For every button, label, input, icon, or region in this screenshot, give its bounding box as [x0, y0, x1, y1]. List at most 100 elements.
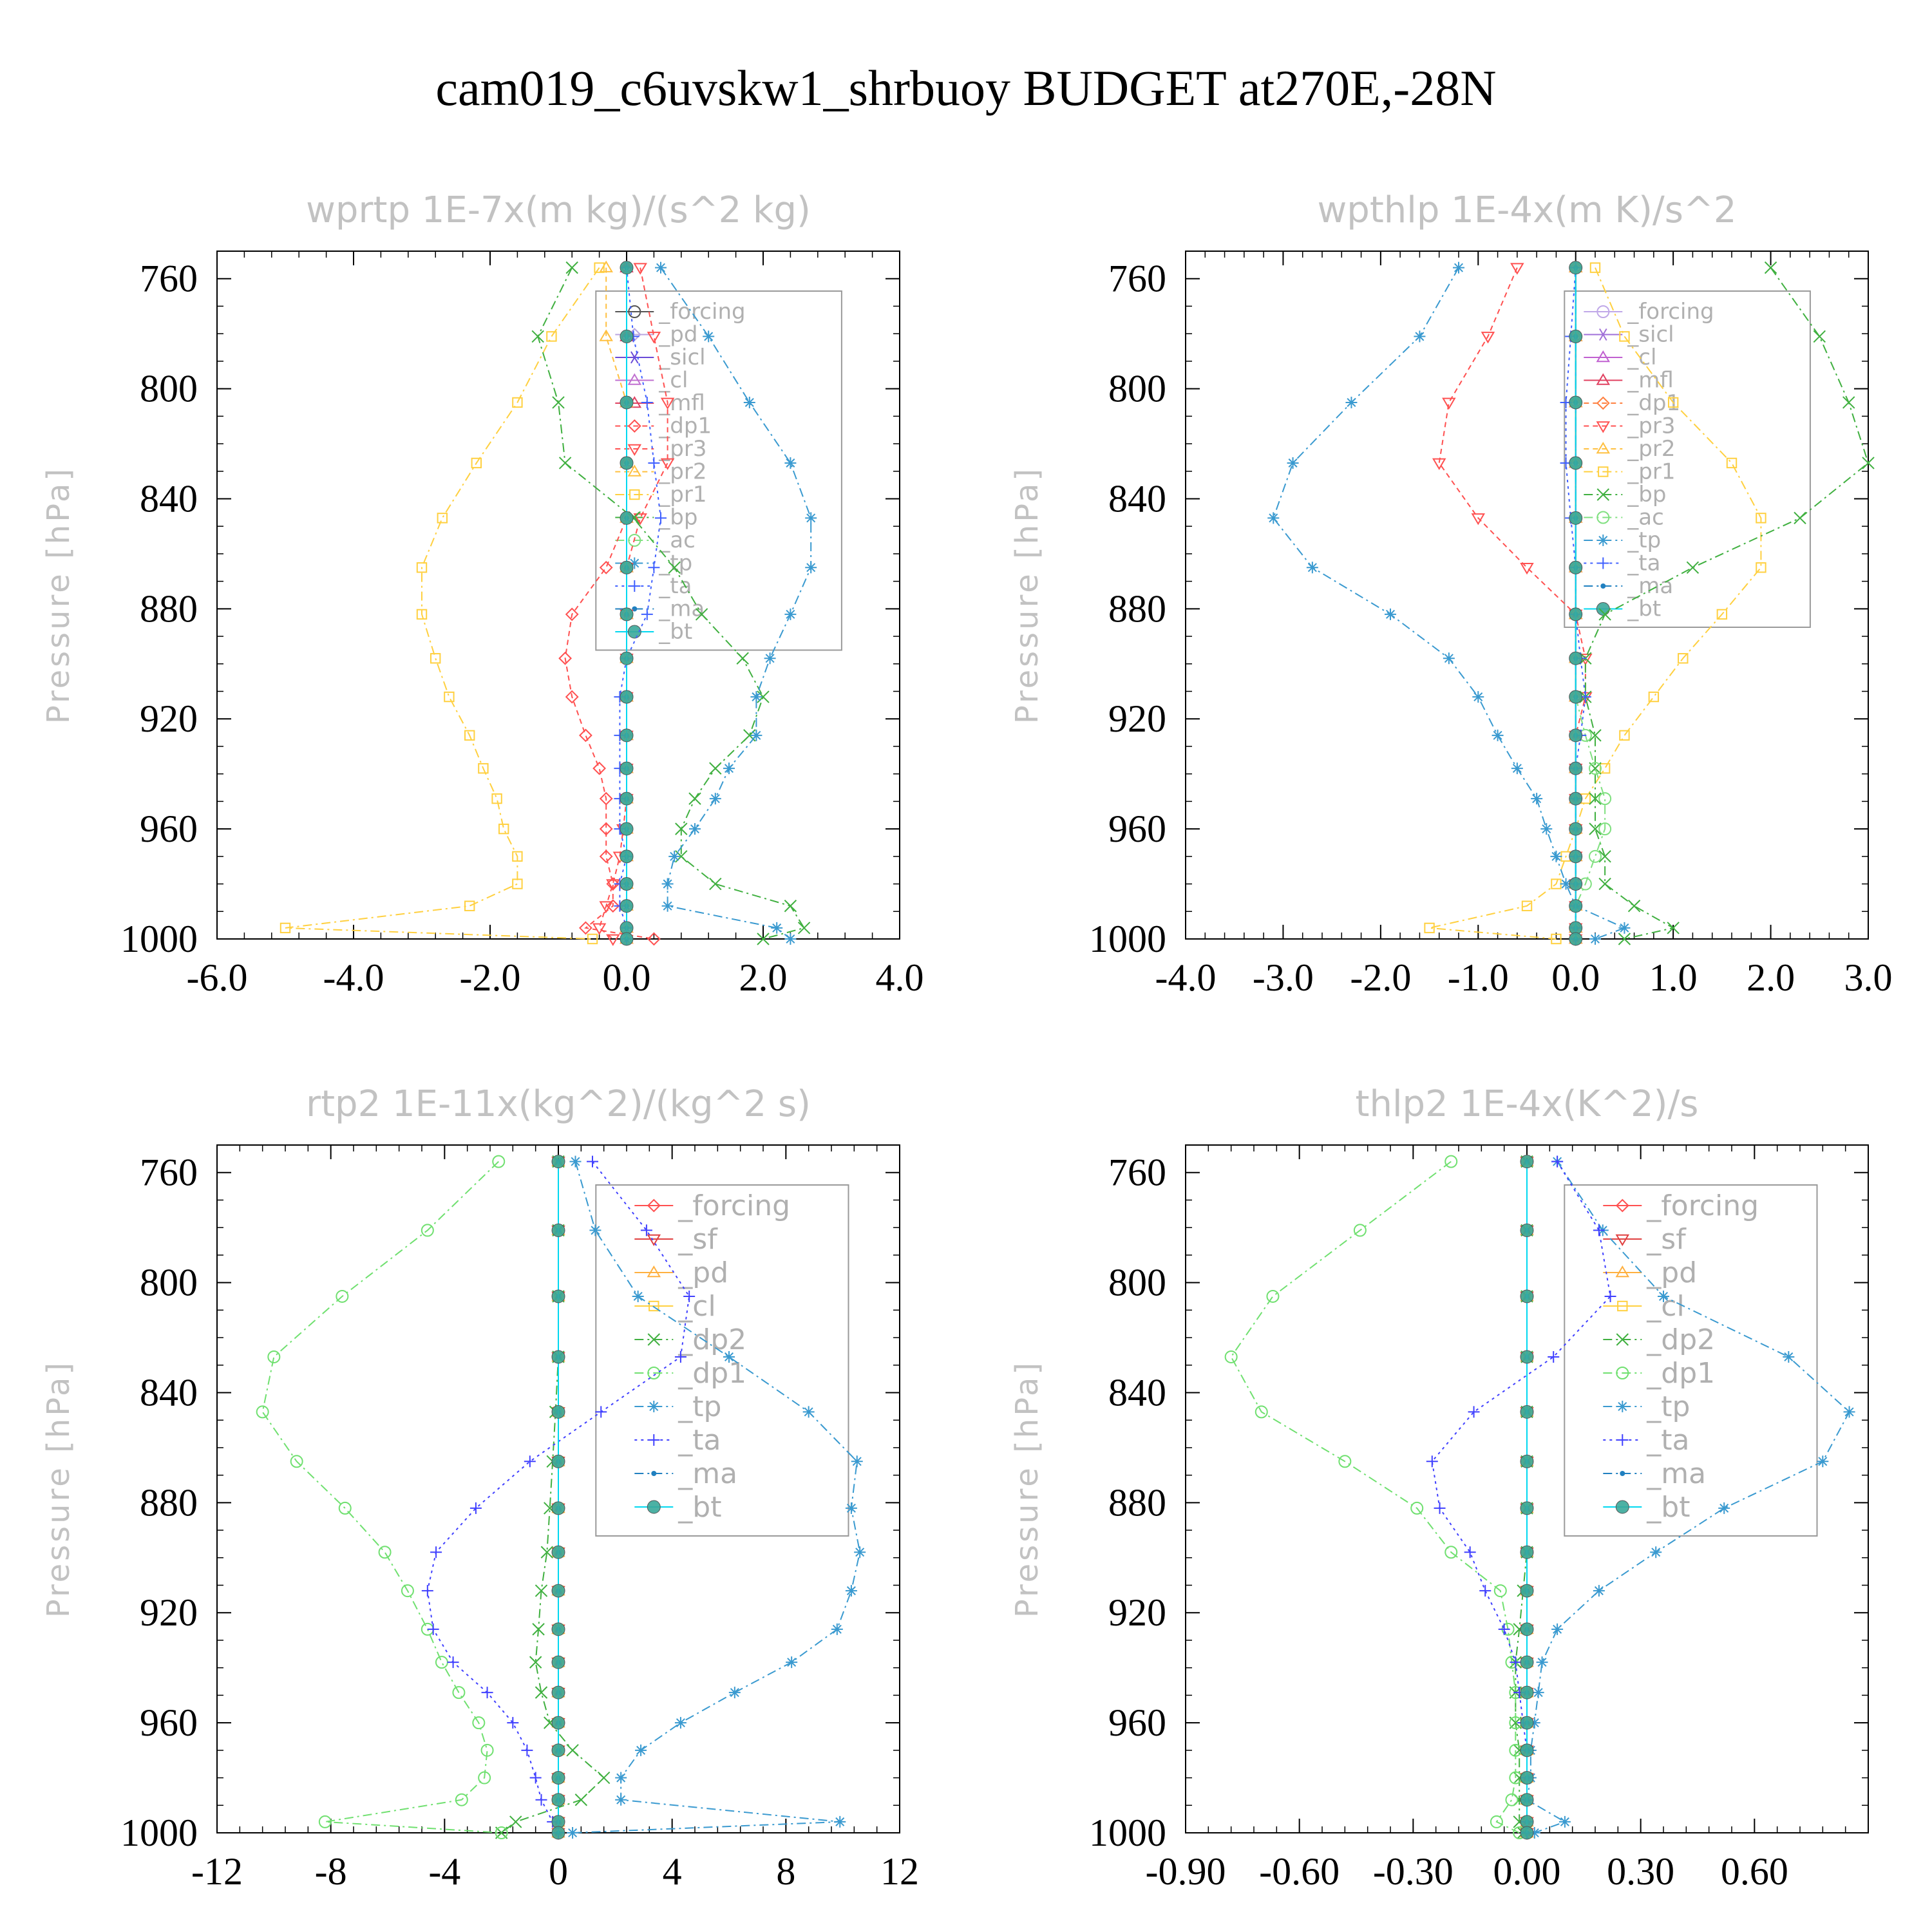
data-point [1619, 730, 1630, 741]
legend-label: _cl [677, 1290, 715, 1323]
y-tick-label: 1000 [1089, 1812, 1166, 1854]
data-point [1520, 1655, 1534, 1669]
y-tick-label: 800 [140, 368, 198, 410]
x-tick-label: -0.60 [1259, 1850, 1340, 1893]
series-line [501, 1161, 605, 1833]
data-point [723, 762, 735, 775]
x-tick-label: -3.0 [1253, 956, 1314, 999]
legend-marker [1616, 1401, 1629, 1412]
series-line [1584, 267, 1870, 940]
data-point [532, 1623, 545, 1636]
data-point [1520, 1501, 1534, 1515]
series-bt [1520, 1155, 1534, 1840]
data-point [1520, 1622, 1534, 1636]
data-point [606, 899, 620, 913]
legend-label: _dp1 [1646, 1357, 1715, 1390]
data-point [290, 1455, 303, 1468]
y-tick-label: 880 [1108, 1481, 1166, 1524]
data-point [574, 1794, 588, 1806]
data-point [551, 1685, 565, 1700]
y-tick-label: 760 [1108, 258, 1166, 300]
x-tick-label: -8 [315, 1850, 347, 1893]
data-point [464, 730, 475, 741]
data-point [551, 1655, 565, 1669]
data-point [683, 1290, 696, 1302]
data-point [655, 512, 667, 524]
data-point [551, 1771, 565, 1785]
data-point [1716, 609, 1728, 620]
data-point [771, 922, 783, 934]
data-point [620, 728, 634, 743]
data-point [1593, 1585, 1605, 1597]
data-point [1598, 877, 1611, 891]
y-axis-label: Pressure [hPa] [1009, 466, 1045, 724]
legend-label: _dp1 [677, 1357, 746, 1390]
data-point [578, 921, 592, 935]
data-point [1224, 1350, 1238, 1363]
panel-title: rtp2 1E-11x(kg^2)/(kg^2 s) [306, 1083, 811, 1125]
legend-label: _pr3 [1627, 413, 1675, 439]
data-point [1426, 1455, 1438, 1468]
legend-marker [1596, 511, 1610, 524]
data-point [336, 1289, 349, 1303]
y-axis-label: Pressure [hPa] [41, 1360, 77, 1618]
data-point [552, 396, 565, 409]
data-point [592, 923, 607, 935]
data-point [1598, 792, 1612, 806]
data-point [444, 691, 455, 703]
data-point [1619, 331, 1630, 342]
legend-label: _pr2 [658, 459, 706, 485]
data-point [854, 1546, 866, 1558]
data-point [507, 1717, 519, 1729]
series-dp2 [495, 1155, 611, 1839]
data-point [620, 560, 634, 574]
x-tick-label: 0 [549, 1850, 568, 1893]
data-point [641, 608, 653, 620]
data-point [1510, 263, 1524, 275]
plot-frame [216, 251, 900, 940]
data-point [430, 1546, 442, 1558]
data-point [661, 878, 674, 890]
data-point [723, 1350, 735, 1363]
data-point [633, 263, 647, 275]
data-point [1560, 878, 1572, 890]
data-point [421, 1585, 433, 1597]
data-point [1569, 849, 1583, 864]
data-point [1479, 1585, 1492, 1597]
series-dp1 [256, 1155, 508, 1839]
x-tick-label: 4 [663, 1850, 682, 1893]
data-point [1520, 1223, 1534, 1237]
data-point [587, 1155, 598, 1168]
data-point [1287, 457, 1299, 469]
data-point [620, 791, 634, 806]
legend-label: _forcing [1627, 299, 1714, 325]
legend-label: _bp [1627, 482, 1666, 507]
data-point [599, 849, 613, 864]
data-point [655, 261, 667, 274]
panel-title: wprtp 1E-7x(m kg)/(s^2 kg) [306, 189, 811, 231]
data-point [1443, 652, 1455, 665]
data-point [455, 1793, 468, 1806]
plot-frame [1185, 251, 1869, 940]
data-point [851, 1455, 863, 1468]
data-point [1843, 1406, 1855, 1418]
y-tick-label: 760 [140, 1151, 198, 1194]
legend-marker [627, 464, 642, 477]
legend-label: _ma [1627, 573, 1673, 599]
legend-marker [647, 1333, 661, 1346]
y-tick-label: 960 [1108, 1701, 1166, 1744]
legend-label: _forcing [658, 299, 745, 325]
data-point [1548, 1350, 1560, 1363]
data-point [1520, 1454, 1534, 1468]
legend-label: _ac [1627, 505, 1664, 531]
legend-label: _cl [1646, 1290, 1684, 1323]
data-point [551, 1743, 565, 1757]
y-tick-label: 920 [140, 1591, 198, 1634]
y-axis-label: Pressure [hPa] [41, 466, 77, 724]
legend-marker [1597, 328, 1609, 341]
data-point [1569, 560, 1583, 574]
data-point [1648, 691, 1660, 703]
data-point [551, 1716, 565, 1730]
data-point [565, 607, 579, 621]
data-point [615, 1794, 627, 1806]
